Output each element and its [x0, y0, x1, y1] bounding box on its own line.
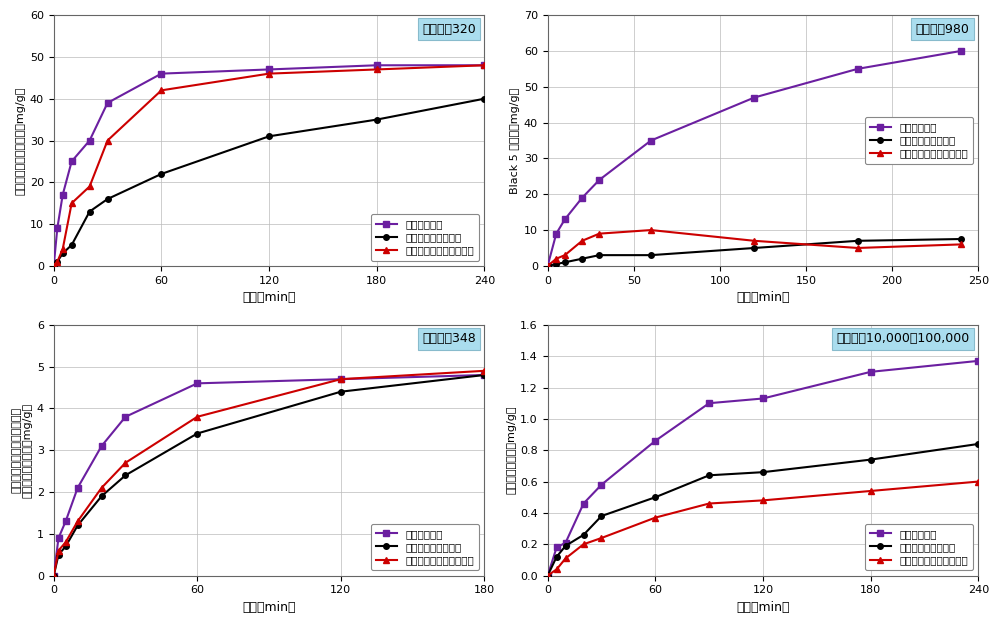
Y-axis label: アルキルベンゼンスルホン酸
ナトリウム吸着量（mg/g）: アルキルベンゼンスルホン酸 ナトリウム吸着量（mg/g）: [11, 402, 33, 498]
X-axis label: 時間（min）: 時間（min）: [242, 291, 296, 304]
X-axis label: 時間（min）: 時間（min）: [242, 601, 296, 614]
Text: 分子量：320: 分子量：320: [422, 22, 476, 36]
X-axis label: 時間（min）: 時間（min）: [736, 291, 790, 304]
Text: 分子量：980: 分子量：980: [916, 22, 970, 36]
Text: 分子量：10,000～100,000: 分子量：10,000～100,000: [836, 332, 970, 346]
Legend: トリポーラス, 活性灰（石炭由来）, 活性灰（ヤシガラ由来）: トリポーラス, 活性灰（石炭由来）, 活性灰（ヤシガラ由来）: [371, 524, 479, 571]
Legend: トリポーラス, 活性灰（石炭由来）, 活性灰（ヤシガラ由来）: トリポーラス, 活性灰（石炭由来）, 活性灰（ヤシガラ由来）: [865, 524, 973, 571]
Y-axis label: メチレンブルー吸着量（mg/g）: メチレンブルー吸着量（mg/g）: [16, 86, 26, 195]
Text: 分子量：348: 分子量：348: [422, 332, 476, 346]
Y-axis label: フミン酸吸着量（mg/g）: フミン酸吸着量（mg/g）: [506, 406, 516, 494]
Y-axis label: Black 5 吸着量（mg/g）: Black 5 吸着量（mg/g）: [510, 88, 520, 194]
X-axis label: 時間（min）: 時間（min）: [736, 601, 790, 614]
Legend: トリポーラス, 活性灰（石炭由来）, 活性灰（ヤシガラ由来）: トリポーラス, 活性灰（石炭由来）, 活性灰（ヤシガラ由来）: [371, 214, 479, 261]
Legend: トリポーラス, 活性灰（石炭由来）, 活性灰（ヤシガラ由来）: トリポーラス, 活性灰（石炭由来）, 活性灰（ヤシガラ由来）: [865, 117, 973, 164]
